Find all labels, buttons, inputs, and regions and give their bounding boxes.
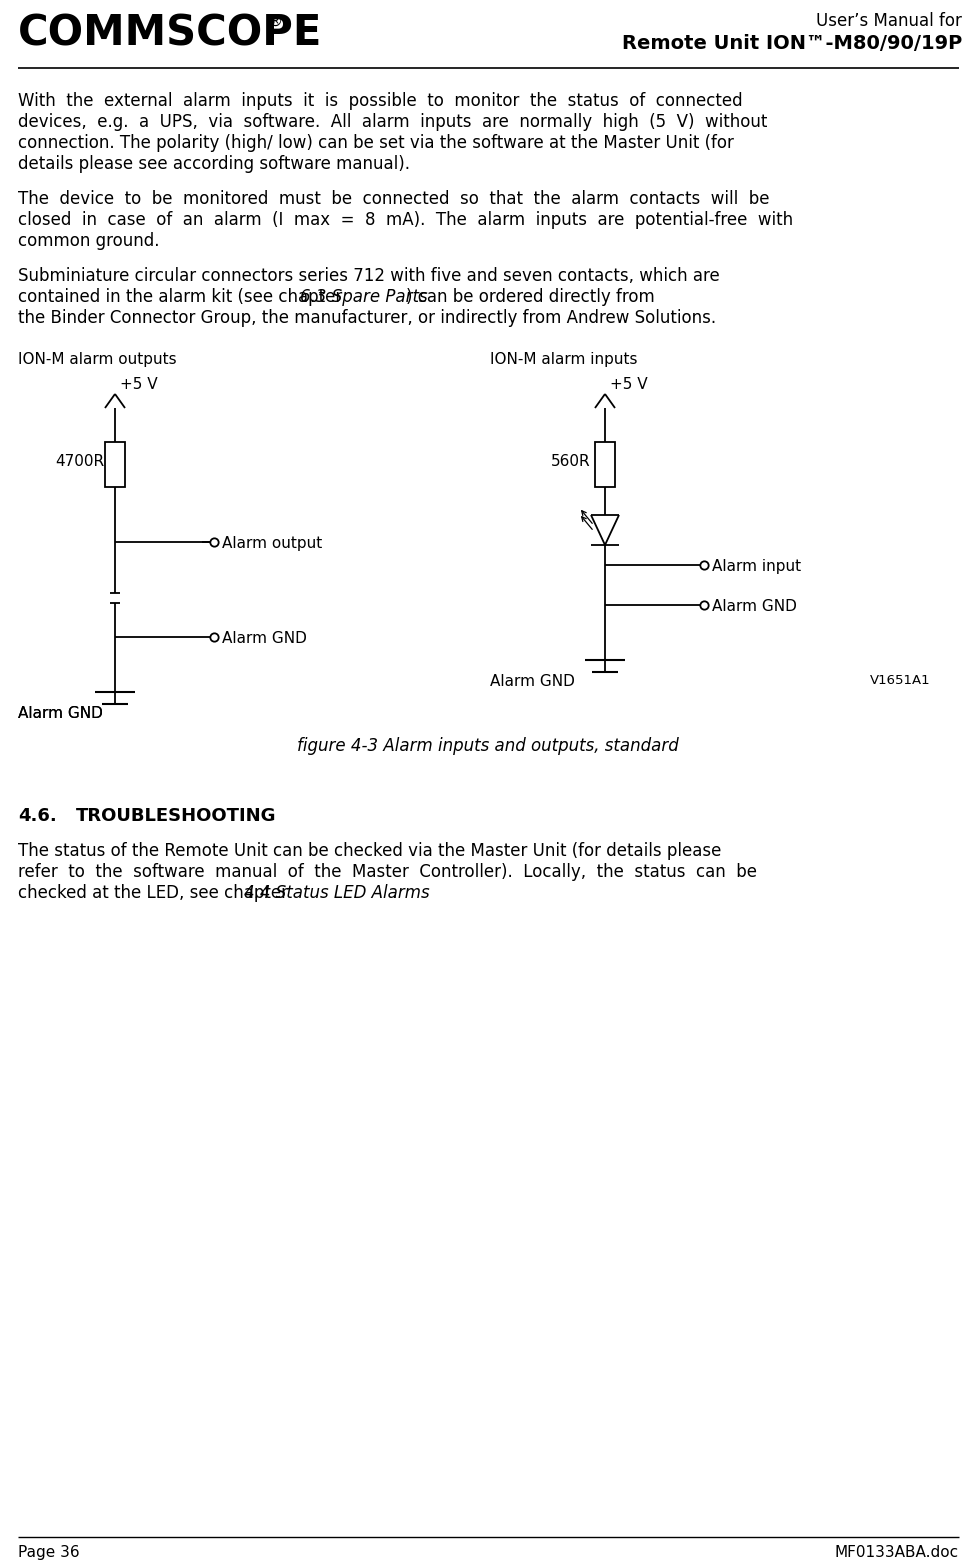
Text: figure 4-3 Alarm inputs and outputs, standard: figure 4-3 Alarm inputs and outputs, sta…: [297, 736, 679, 755]
Text: Subminiature circular connectors series 712 with five and seven contacts, which : Subminiature circular connectors series …: [18, 266, 720, 285]
Text: 4700R: 4700R: [55, 454, 105, 469]
Text: Alarm input: Alarm input: [712, 559, 801, 574]
Text: The status of the Remote Unit can be checked via the Master Unit (for details pl: The status of the Remote Unit can be che…: [18, 841, 721, 860]
Text: the Binder Connector Group, the manufacturer, or indirectly from Andrew Solution: the Binder Connector Group, the manufact…: [18, 309, 716, 328]
Text: devices,  e.g.  a  UPS,  via  software.  All  alarm  inputs  are  normally  high: devices, e.g. a UPS, via software. All a…: [18, 113, 767, 132]
Text: ®: ®: [268, 14, 283, 30]
Text: connection. The polarity (high/ low) can be set via the software at the Master U: connection. The polarity (high/ low) can…: [18, 135, 734, 152]
Text: ) can be ordered directly from: ) can be ordered directly from: [405, 288, 655, 306]
Text: User’s Manual for: User’s Manual for: [816, 13, 962, 30]
Text: ION-M alarm inputs: ION-M alarm inputs: [490, 353, 638, 367]
Text: ION-M alarm outputs: ION-M alarm outputs: [18, 353, 177, 367]
Text: +5 V: +5 V: [610, 378, 648, 392]
Text: common ground.: common ground.: [18, 232, 159, 251]
Text: +5 V: +5 V: [120, 378, 157, 392]
Text: .: .: [392, 884, 397, 903]
Text: Remote Unit ION™-M80/90/19P: Remote Unit ION™-M80/90/19P: [621, 34, 962, 53]
Text: 4.4 Status LED Alarms: 4.4 Status LED Alarms: [243, 884, 429, 903]
Text: refer  to  the  software  manual  of  the  Master  Controller).  Locally,  the  : refer to the software manual of the Mast…: [18, 863, 757, 881]
Text: Alarm GND: Alarm GND: [18, 707, 103, 721]
Text: TROUBLESHOOTING: TROUBLESHOOTING: [76, 807, 276, 824]
Text: contained in the alarm kit (see chapter: contained in the alarm kit (see chapter: [18, 288, 348, 306]
Text: closed  in  case  of  an  alarm  (I  max  =  8  mA).  The  alarm  inputs  are  p: closed in case of an alarm (I max = 8 mA…: [18, 212, 793, 229]
Text: With  the  external  alarm  inputs  it  is  possible  to  monitor  the  status  : With the external alarm inputs it is pos…: [18, 92, 743, 110]
Text: MF0133ABA.doc: MF0133ABA.doc: [835, 1545, 959, 1561]
Bar: [595, 442, 615, 487]
Text: The  device  to  be  monitored  must  be  connected  so  that  the  alarm  conta: The device to be monitored must be conne…: [18, 190, 770, 208]
Text: Alarm GND: Alarm GND: [18, 707, 103, 721]
Text: 4.6.: 4.6.: [18, 807, 57, 824]
Text: details please see according software manual).: details please see according software ma…: [18, 155, 410, 172]
Text: Alarm GND: Alarm GND: [222, 632, 307, 646]
Bar: [105, 442, 125, 487]
Text: COMMSCOPE: COMMSCOPE: [18, 13, 322, 53]
Text: Alarm GND: Alarm GND: [712, 599, 797, 614]
Text: V1651A1: V1651A1: [870, 674, 931, 686]
Text: checked at the LED, see chapter: checked at the LED, see chapter: [18, 884, 293, 903]
Text: Alarm GND: Alarm GND: [490, 674, 574, 689]
Text: 560R: 560R: [551, 454, 591, 469]
Text: Alarm output: Alarm output: [222, 536, 322, 552]
Text: Page 36: Page 36: [18, 1545, 79, 1561]
Text: 6.3 Spare Parts: 6.3 Spare Parts: [300, 288, 428, 306]
